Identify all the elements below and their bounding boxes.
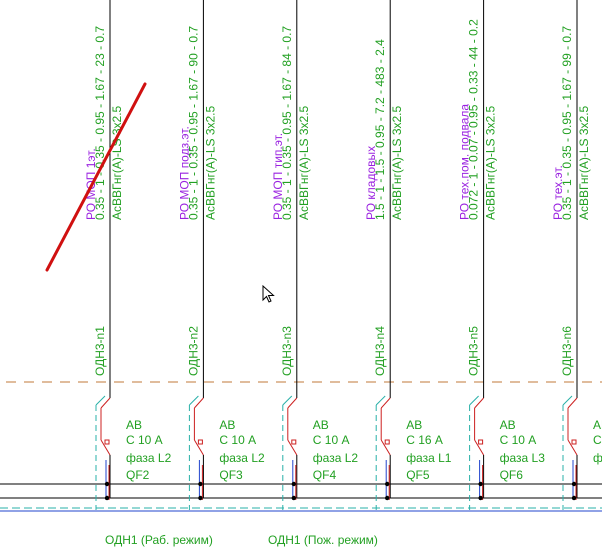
fire-mode-bus-label: ОДН1 (Пож. режим) [268, 533, 378, 547]
breaker-blade [287, 439, 298, 456]
breaker-mark [384, 439, 390, 445]
junction-lower [571, 495, 577, 501]
breaker-blade [380, 439, 391, 456]
feeder-label: РО кладовых [364, 146, 378, 220]
breaker-qf: QF4 [313, 468, 337, 482]
breaker-contact [100, 397, 111, 409]
breaker-blade [474, 439, 485, 456]
feeder-label: РО тех.эт. [551, 165, 565, 220]
feeder-params: 1.5 - 1 - 1.5 - 0.95 - 7.2 - 483 - 2.4 [373, 39, 387, 220]
enclosure-top [562, 395, 573, 406]
feeder-line-id: ОДН3-n6 [560, 326, 574, 376]
junction-upper [291, 481, 296, 487]
feeder-2: РО МОП подз.эт.0.35 - 1 - 0.35 - 0.95 - … [177, 0, 265, 510]
breaker-qf: QF3 [219, 468, 243, 482]
breaker-mark [478, 439, 484, 445]
feeder-line-id: ОДН3-n2 [186, 326, 200, 376]
feeders: РО МОП 1эт.0.35 - 1 - 0.35 - 0.95 - 1.67… [84, 0, 602, 510]
mouse-pointer-icon [262, 285, 275, 303]
feeder-label: РО МОП тип.эт. [271, 133, 285, 220]
breaker-qf: QF5 [406, 468, 430, 482]
breaker-rating: С 10 А [593, 433, 602, 447]
bus-lines [0, 381, 602, 512]
enclosure-top [189, 395, 199, 406]
breaker-blade [100, 439, 111, 456]
feeder-6: РО тех.эт.0.35 - 1 - 0.35 - 0.95 - 1.67 … [551, 0, 602, 510]
junction-upper [478, 481, 483, 487]
enclosure-top [375, 395, 386, 406]
feeder-params: 0.072 - 1 - 0.07 - 0.95 - 0.33 - 44 - 0.… [467, 19, 481, 220]
breaker-type: АВ [126, 418, 142, 432]
breaker-rating: С 10 А [126, 433, 163, 447]
breaker-type: АВ [500, 418, 516, 432]
breaker-phase: фаза L2 [126, 451, 172, 465]
feeder-cable: АсВВГнг(А)-LS 3x2.5 [297, 105, 311, 220]
feeder-cable: АсВВГнг(А)-LS 3x2.5 [484, 105, 498, 220]
feeder-3: РО МОП тип.эт.0.35 - 1 - 0.35 - 0.95 - 1… [271, 0, 359, 510]
feeder-label: РО тех.пом. подвала [458, 104, 472, 220]
junction-lower [478, 495, 483, 501]
breaker-contact [194, 397, 204, 409]
breaker-type: АВ [593, 418, 602, 432]
feeder-cable: АсВВГнг(А)-LS 3x2.5 [203, 105, 217, 220]
breaker-mark [104, 439, 110, 445]
breaker-mark [571, 439, 577, 445]
breaker-rating: С 10 А [313, 433, 350, 447]
breaker-phase: фаза L3 [500, 451, 546, 465]
feeder-label: РО МОП подз.эт. [177, 126, 191, 220]
breaker-mark [197, 439, 203, 445]
feeder-cable: АсВВГнг(А)-LS 3x2.5 [110, 105, 124, 220]
feeder-cable: АсВВГнг(А)-LS 3x2.5 [390, 105, 404, 220]
breaker-phase: фаза L2 [313, 451, 359, 465]
feeder-line-id: ОДН3-n1 [93, 326, 107, 376]
junction-lower [198, 495, 203, 501]
breaker-contact [287, 397, 298, 409]
junction-upper [571, 481, 577, 487]
feeder-1: РО МОП 1эт.0.35 - 1 - 0.35 - 0.95 - 1.67… [84, 0, 172, 510]
junction-lower [104, 495, 110, 501]
breaker-type: АВ [219, 418, 235, 432]
breaker-mark [291, 439, 297, 445]
breaker-rating: С 16 А [406, 433, 443, 447]
strike-marks [45, 82, 147, 272]
junction-upper [198, 481, 203, 487]
breaker-rating: С 10 А [500, 433, 537, 447]
enclosure-top [282, 395, 293, 406]
enclosure-top [95, 395, 106, 406]
breaker-qf: QF6 [500, 468, 524, 482]
strike-line [45, 82, 147, 272]
feeder-line-id: ОДН3-n5 [467, 326, 481, 376]
work-mode-bus-label: ОДН1 (Раб. режим) [105, 533, 213, 547]
breaker-rating: С 10 А [219, 433, 256, 447]
feeder-params: 0.35 - 1 - 0.35 - 0.95 - 1.67 - 99 - 0.7 [560, 26, 574, 220]
junction-lower [291, 495, 296, 501]
breaker-contact [567, 397, 578, 409]
feeder-line-id: ОДН3-n3 [280, 326, 294, 376]
feeder-line-id: ОДН3-n4 [373, 326, 387, 376]
junction-upper [385, 481, 390, 487]
breaker-phase: фаза L1 [406, 451, 452, 465]
junction-lower [385, 495, 390, 501]
feeder-params: 0.35 - 1 - 0.35 - 0.95 - 1.67 - 23 - 0.7 [93, 26, 107, 220]
breaker-phase: фаза L2 [593, 451, 602, 465]
breaker-contact [474, 397, 484, 409]
breaker-blade [567, 439, 578, 456]
breaker-type: АВ [313, 418, 329, 432]
enclosure-top [469, 395, 479, 406]
feeder-cable: АсВВГнг(А)-LS 3x2.5 [577, 105, 591, 220]
breaker-qf: QF2 [126, 468, 150, 482]
breaker-blade [193, 439, 204, 456]
feeder-params: 0.35 - 1 - 0.35 - 0.95 - 1.67 - 84 - 0.7 [280, 26, 294, 220]
junction-upper [104, 481, 110, 487]
breaker-contact [380, 397, 391, 409]
feeder-params: 0.35 - 1 - 0.35 - 0.95 - 1.67 - 90 - 0.7 [186, 26, 200, 220]
breaker-phase: фаза L2 [219, 451, 265, 465]
breaker-type: АВ [406, 418, 422, 432]
